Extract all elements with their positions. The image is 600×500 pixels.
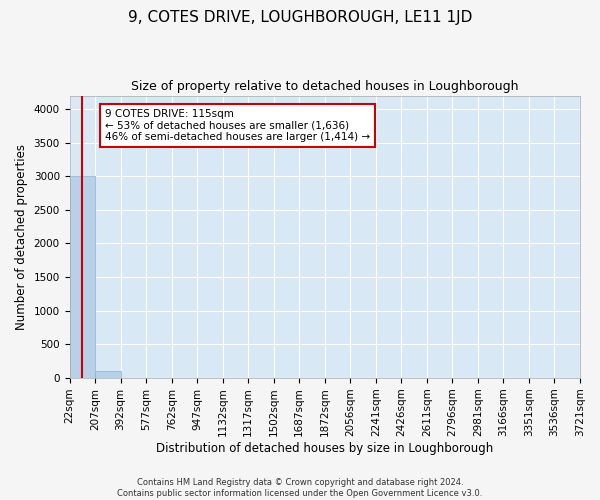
Text: 9, COTES DRIVE, LOUGHBOROUGH, LE11 1JD: 9, COTES DRIVE, LOUGHBOROUGH, LE11 1JD bbox=[128, 10, 472, 25]
X-axis label: Distribution of detached houses by size in Loughborough: Distribution of detached houses by size … bbox=[156, 442, 493, 455]
Bar bbox=[70, 176, 95, 378]
Bar bbox=[95, 371, 121, 378]
Text: 9 COTES DRIVE: 115sqm
← 53% of detached houses are smaller (1,636)
46% of semi-d: 9 COTES DRIVE: 115sqm ← 53% of detached … bbox=[105, 109, 370, 142]
Title: Size of property relative to detached houses in Loughborough: Size of property relative to detached ho… bbox=[131, 80, 518, 93]
Text: Contains HM Land Registry data © Crown copyright and database right 2024.
Contai: Contains HM Land Registry data © Crown c… bbox=[118, 478, 482, 498]
Y-axis label: Number of detached properties: Number of detached properties bbox=[15, 144, 28, 330]
